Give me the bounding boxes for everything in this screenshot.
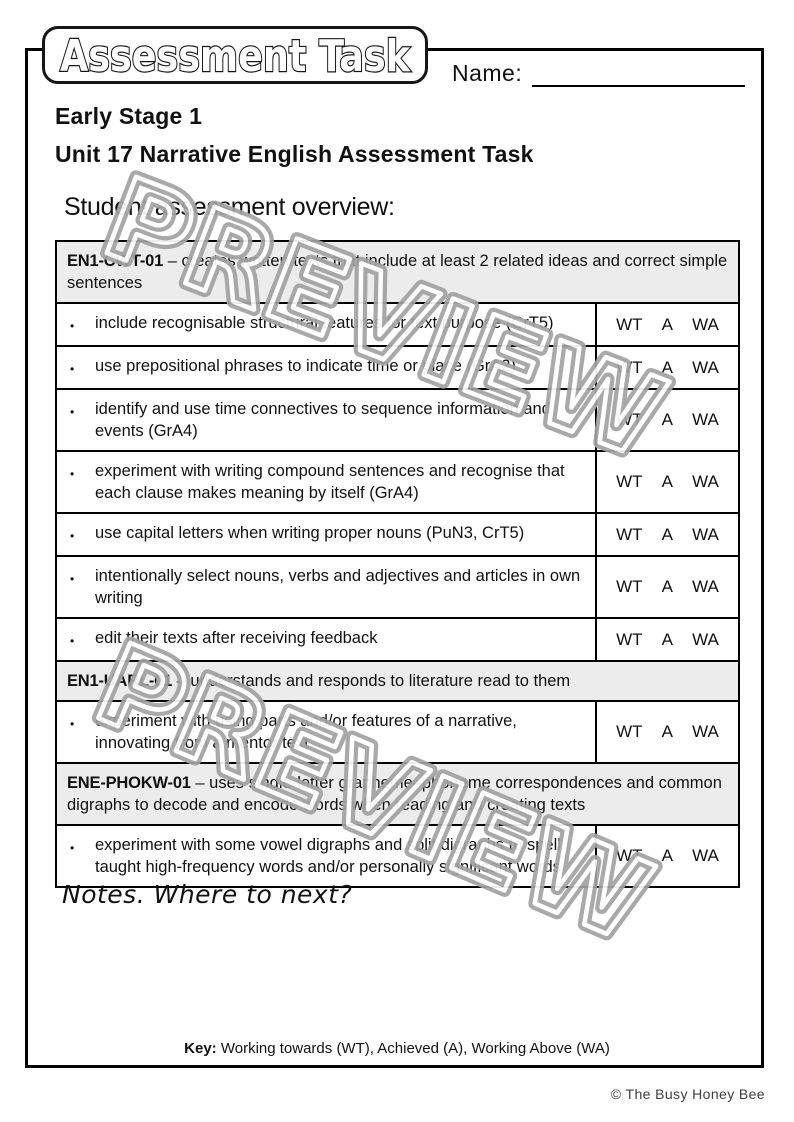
- bullet-icon: •: [70, 572, 75, 586]
- bullet-icon: •: [70, 405, 75, 419]
- outcome-header-row: EN1-CWT-01 – creates written texts that …: [57, 242, 738, 302]
- mark-option: WT: [616, 629, 643, 649]
- copyright-credit: © The Busy Honey Bee: [610, 1086, 765, 1102]
- badge-title-text: Assessment Task: [60, 31, 411, 81]
- criterion-text: include recognisable structural features…: [95, 314, 554, 332]
- criterion-text: experiment with some vowel digraphs and …: [95, 836, 561, 876]
- bullet-icon: •: [70, 467, 75, 481]
- outcome-code: EN1-CWT-01: [67, 252, 164, 270]
- mark-option: WT: [616, 722, 643, 741]
- overview-heading: Student assessment overview:: [64, 193, 395, 221]
- mark-option: A: [661, 722, 673, 741]
- criterion-text: edit their texts after receiving feedbac…: [95, 629, 378, 647]
- criterion-text: use capital letters when writing proper …: [95, 524, 525, 542]
- mark-option: WT: [616, 314, 643, 334]
- stage-heading: Early Stage 1: [55, 103, 203, 129]
- criterion-row: • experiment with some vowel digraphs an…: [57, 824, 738, 886]
- outcome-code: EN1-UARL-01: [67, 672, 173, 690]
- outcome-desc: – understands and responds to literature…: [176, 672, 571, 690]
- mark-option: WT: [616, 357, 643, 377]
- mark-option: WA: [692, 524, 719, 544]
- mark-option: A: [661, 472, 673, 491]
- mark-option: WT: [616, 410, 643, 429]
- mark-option: A: [661, 577, 673, 596]
- badge-title-art: Assessment Task: [59, 30, 413, 81]
- mark-option: WA: [692, 357, 719, 377]
- marks-cell: WT A WA: [595, 347, 738, 388]
- key-text: Working towards (WT), Achieved (A), Work…: [220, 1040, 610, 1057]
- marks-cell: WT A WA: [595, 304, 738, 345]
- bullet-icon: •: [70, 634, 75, 648]
- criterion-row: • experiment with using parts and/or fea…: [57, 700, 738, 762]
- name-label: Name:: [452, 60, 523, 86]
- criterion-text: use prepositional phrases to indicate ti…: [95, 357, 516, 375]
- marks-cell: WT A WA: [595, 452, 738, 512]
- bullet-icon: •: [70, 319, 75, 333]
- marks-cell: WT A WA: [595, 619, 738, 660]
- name-field-row: Name:: [452, 58, 745, 87]
- marks-cell: WT A WA: [595, 514, 738, 555]
- criterion-text: identify and use time connectives to seq…: [95, 400, 551, 440]
- mark-option: A: [661, 846, 673, 865]
- criterion-text: intentionally select nouns, verbs and ad…: [95, 567, 581, 607]
- bullet-icon: •: [70, 362, 75, 376]
- outcome-desc: – uses single-letter grapheme–phoneme co…: [67, 774, 722, 814]
- outcome-header-row: EN1-UARL-01 – understands and responds t…: [57, 660, 738, 700]
- mark-option: WA: [692, 722, 719, 741]
- mark-option: WA: [692, 314, 719, 334]
- mark-option: A: [661, 629, 673, 649]
- marks-cell: WT A WA: [595, 702, 738, 762]
- mark-option: WT: [616, 472, 643, 491]
- bullet-icon: •: [70, 529, 75, 543]
- mark-option: WT: [616, 577, 643, 596]
- mark-option: WA: [692, 577, 719, 596]
- bullet-icon: •: [70, 841, 75, 855]
- mark-option: WA: [692, 472, 719, 491]
- marks-cell: WT A WA: [595, 557, 738, 617]
- criterion-text: experiment with writing compound sentenc…: [95, 462, 565, 502]
- criterion-row: • identify and use time connectives to s…: [57, 388, 738, 450]
- criterion-row: • use prepositional phrases to indicate …: [57, 345, 738, 388]
- criterion-row: • use capital letters when writing prope…: [57, 512, 738, 555]
- criterion-row: • experiment with writing compound sente…: [57, 450, 738, 512]
- mark-option: A: [661, 524, 673, 544]
- mark-option: WA: [692, 846, 719, 865]
- mark-option: A: [661, 314, 673, 334]
- name-blank-line: [532, 58, 745, 87]
- marks-cell: WT A WA: [595, 826, 738, 886]
- bullet-icon: •: [70, 717, 75, 731]
- marks-cell: WT A WA: [595, 390, 738, 450]
- outcome-header-row: ENE-PHOKW-01 – uses single-letter graphe…: [57, 762, 738, 824]
- key-label: Key:: [184, 1040, 217, 1057]
- criterion-text: experiment with using parts and/or featu…: [95, 712, 517, 752]
- outcome-desc: – creates written texts that include at …: [67, 252, 728, 292]
- mark-option: WT: [616, 846, 643, 865]
- mark-option: A: [661, 410, 673, 429]
- marking-key: Key: Working towards (WT), Achieved (A),…: [0, 1040, 794, 1057]
- notes-heading: Notes. Where to next?: [62, 880, 353, 909]
- criterion-row: • include recognisable structural featur…: [57, 302, 738, 345]
- criterion-row: • intentionally select nouns, verbs and …: [57, 555, 738, 617]
- unit-heading: Unit 17 Narrative English Assessment Tas…: [55, 141, 534, 167]
- mark-option: WA: [692, 629, 719, 649]
- mark-option: WA: [692, 410, 719, 429]
- assessment-table: EN1-CWT-01 – creates written texts that …: [55, 240, 740, 888]
- assessment-task-badge: Assessment Task: [42, 26, 428, 84]
- mark-option: A: [661, 357, 673, 377]
- criterion-row: • edit their texts after receiving feedb…: [57, 617, 738, 660]
- mark-option: WT: [616, 524, 643, 544]
- outcome-code: ENE-PHOKW-01: [67, 774, 191, 792]
